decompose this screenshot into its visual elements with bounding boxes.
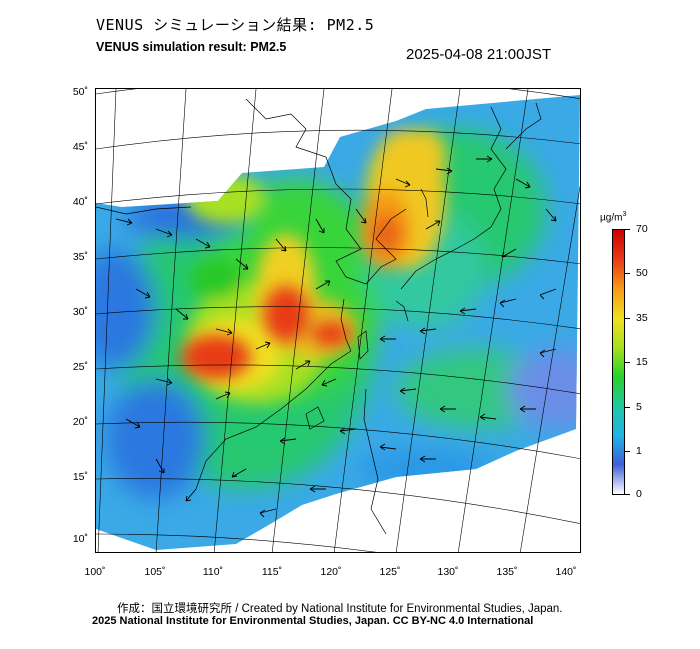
- lat-tick-15: 15˚: [72, 471, 88, 483]
- lat-tick-30: 30˚: [72, 306, 88, 318]
- license-line: 2025 National Institute for Environmenta…: [92, 615, 534, 627]
- concentration-field: [96, 95, 580, 550]
- colorbar-tick-35: 35: [636, 312, 648, 324]
- lon-tick-140: 140˚: [555, 566, 577, 578]
- lon-tick-100: 100˚: [84, 566, 106, 578]
- lon-tick-120: 120˚: [320, 566, 342, 578]
- colorbar-tickmark: [625, 273, 630, 274]
- lat-tick-50: 50˚: [72, 86, 88, 98]
- lon-tick-125: 125˚: [379, 566, 401, 578]
- lat-tick-40: 40˚: [72, 196, 88, 208]
- colorbar-tick-50: 50: [636, 267, 648, 279]
- colorbar: [612, 229, 625, 495]
- colorbar-tickmark: [625, 318, 630, 319]
- graticule: [96, 89, 580, 552]
- lon-tick-110: 110˚: [202, 566, 224, 578]
- title-japanese: VENUS シミュレーション結果: PM2.5: [96, 16, 375, 34]
- colorbar-tickmark: [625, 451, 630, 452]
- lat-tick-10: 10˚: [72, 533, 88, 545]
- colorbar-tickmark: [625, 494, 630, 495]
- map-canvas: [96, 89, 580, 552]
- lat-tick-20: 20˚: [72, 416, 88, 428]
- colorbar-tick-70: 70: [636, 223, 648, 235]
- colorbar-tickmark: [625, 362, 630, 363]
- colorbar-tickmark: [625, 229, 630, 230]
- lat-tick-25: 25˚: [72, 361, 88, 373]
- forecast-timestamp: 2025-04-08 21:00JST: [406, 46, 552, 63]
- lat-tick-35: 35˚: [72, 251, 88, 263]
- colorbar-tick-5: 5: [636, 401, 642, 413]
- colorbar-tickmark: [625, 407, 630, 408]
- pm25-map: [95, 88, 581, 553]
- title-english: VENUS simulation result: PM2.5: [96, 40, 287, 54]
- lon-tick-135: 135˚: [496, 566, 518, 578]
- lon-tick-130: 130˚: [437, 566, 459, 578]
- wind-vectors: [115, 155, 557, 518]
- colorbar-tick-1: 1: [636, 445, 642, 457]
- colorbar-unit: µg/m3: [600, 211, 627, 224]
- colorbar-tick-15: 15: [636, 356, 648, 368]
- lon-tick-105: 105˚: [144, 566, 166, 578]
- coastlines: [96, 98, 542, 535]
- lat-tick-45: 45˚: [72, 141, 88, 153]
- colorbar-tick-0: 0: [636, 488, 642, 500]
- credit-line: 作成：国立環境研究所 / Created by National Institu…: [117, 603, 563, 615]
- lon-tick-115: 115˚: [261, 566, 283, 578]
